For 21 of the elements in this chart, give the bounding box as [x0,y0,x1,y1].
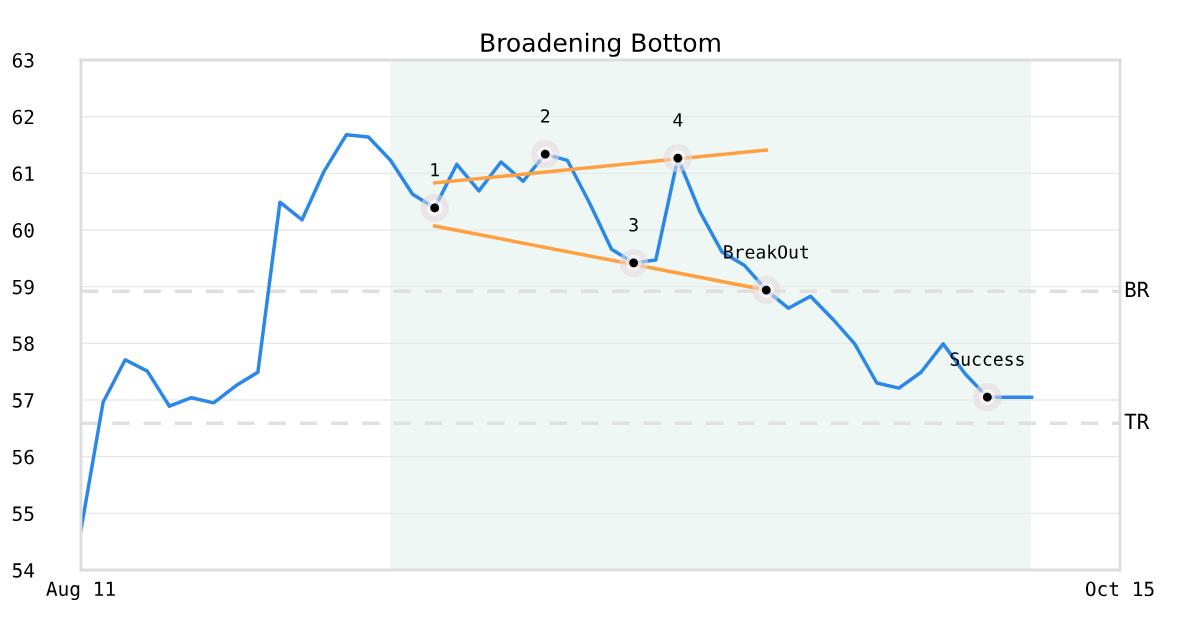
chart-title: Broadening Bottom [481,32,720,57]
y-tick-label: 60 [12,223,34,238]
y-tick-label: 54 [12,563,35,578]
ref-line-label: TR [1124,413,1150,430]
annotation: 2 [541,109,550,123]
ref-line-label: BR [1125,281,1150,297]
x-tick-label: Aug 11 [46,581,115,601]
line-series [81,133,1034,532]
y-tick-label: 63 [12,53,34,68]
y-tick-label: 57 [12,393,34,408]
y-tick-label: 62 [12,109,34,125]
annotation: 4 [673,113,683,127]
annotation: 3 [629,217,638,232]
x-tick-label: Oct 15 [1085,581,1154,597]
y-tick-label: 59 [12,279,34,295]
y-tick-label: 56 [12,449,34,465]
y-tick-label: 61 [12,166,34,182]
annotation: BreakOut [724,244,809,259]
annotation: 1 [431,163,439,177]
y-tick-label: 55 [12,506,34,522]
y-tick-label: 58 [12,336,34,352]
